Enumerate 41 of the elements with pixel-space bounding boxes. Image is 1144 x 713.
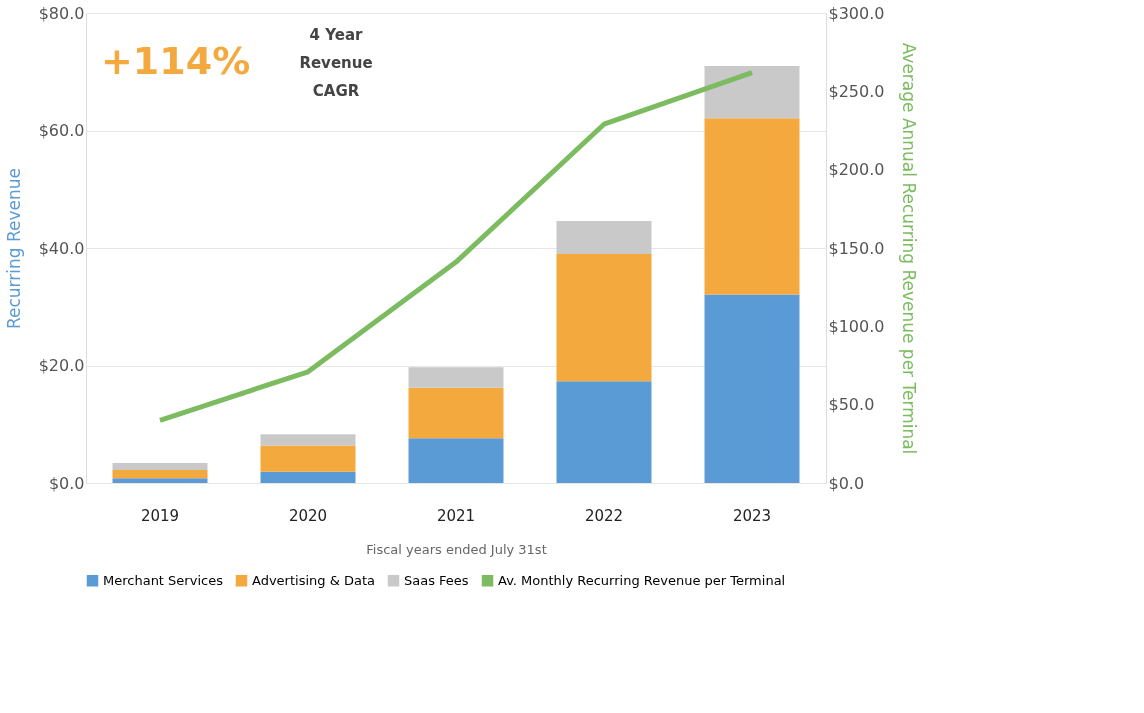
y2-tick-label: $0.0 [828,473,865,493]
bar [704,118,800,295]
bar [260,471,356,483]
bar [556,381,652,483]
bar [112,478,208,483]
y-tick-label: $60.0 [38,121,85,140]
y2-tick-label: $100.0 [828,316,885,336]
x-tick-label: 2021 [436,506,476,525]
y2-tick-label: $150.0 [828,238,885,258]
y2-tick-label: $200.0 [828,160,885,180]
annotation: 4 Year Revenue CAGR [299,26,373,100]
x-axis-title: Fiscal years ended July 31st [366,541,547,557]
y2-tick-label: $250.0 [828,81,885,101]
legend-label: Advertising & Data [252,572,375,588]
y2-tick-label: $50.0 [828,395,875,415]
legend-label: Av. Monthly Recurring Revenue per Terminal [498,572,786,588]
bar [704,294,800,483]
bar [408,387,504,439]
legend-label: Saas Fees [404,572,469,588]
y2-tick-label: $300.0 [828,3,885,23]
bar [556,253,652,382]
bar [112,463,208,471]
bar [112,470,208,479]
y-tick-label: $20.0 [38,356,85,375]
x-tick-label: 2020 [288,506,328,525]
y-tick-label: $0.0 [48,473,85,493]
bar [704,65,800,119]
y-tick-label: $80.0 [38,3,85,23]
bar [556,220,652,254]
bar [408,438,504,483]
x-tick-label: 2022 [584,506,624,525]
x-tick-label: 2023 [732,506,772,525]
bar [408,367,504,388]
legend-label: Merchant Services [103,572,224,588]
bar [260,445,356,472]
y2-axis-title: Average Annual Recurring Revenue per Terminal [899,42,920,455]
x-tick-label: 2019 [140,506,180,525]
annotation: +114% [101,39,251,83]
y-axis-title: Recurring Revenue [3,167,24,330]
bar [260,434,356,446]
y-tick-label: $40.0 [38,238,85,258]
